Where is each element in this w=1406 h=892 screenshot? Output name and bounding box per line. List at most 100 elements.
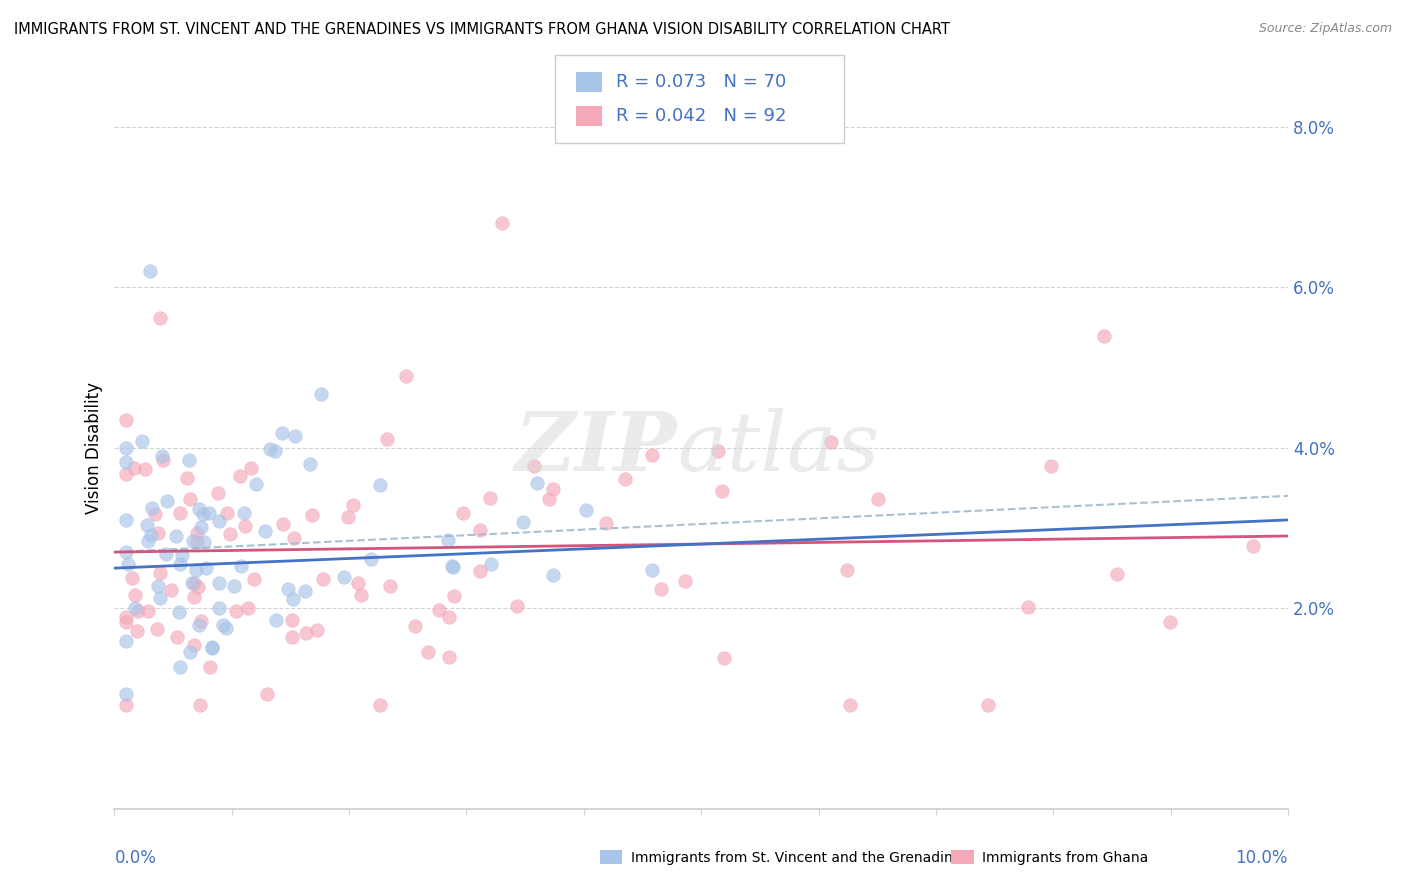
Point <box>307 623 329 637</box>
Point <box>201 640 224 655</box>
Point <box>115 441 138 455</box>
Point <box>294 583 316 598</box>
Point <box>541 482 564 496</box>
Point <box>190 614 212 628</box>
Point <box>169 660 191 674</box>
Point <box>416 644 439 658</box>
Point <box>375 433 398 447</box>
Point <box>368 478 391 492</box>
Point <box>295 626 318 640</box>
Point <box>167 605 190 619</box>
Point <box>115 545 138 559</box>
Point <box>512 516 534 530</box>
Point <box>537 491 560 506</box>
Point <box>122 461 145 475</box>
Point <box>187 580 209 594</box>
Point <box>169 506 191 520</box>
Point <box>312 572 335 586</box>
Point <box>136 533 159 548</box>
Point <box>271 516 294 531</box>
Point <box>280 630 302 644</box>
Point <box>193 507 215 521</box>
Point <box>283 531 305 545</box>
Point <box>198 660 221 674</box>
Point <box>350 588 373 602</box>
Point <box>284 428 307 442</box>
Point <box>271 425 294 440</box>
Point <box>820 435 842 450</box>
Point <box>201 640 224 654</box>
Text: R = 0.042   N = 92: R = 0.042 N = 92 <box>616 107 786 125</box>
Point <box>184 563 207 577</box>
Point <box>309 387 332 401</box>
Point <box>115 413 138 427</box>
Point <box>127 603 149 617</box>
Point <box>188 502 211 516</box>
Point <box>136 604 159 618</box>
Point <box>141 527 163 541</box>
Point <box>280 613 302 627</box>
Point <box>336 509 359 524</box>
Point <box>243 572 266 586</box>
Text: 10.0%: 10.0% <box>1236 849 1288 867</box>
Point <box>575 503 598 517</box>
Point <box>179 453 201 467</box>
Point <box>207 514 229 528</box>
Point <box>188 617 211 632</box>
Point <box>437 650 460 665</box>
Point <box>117 557 139 571</box>
Point <box>451 506 474 520</box>
Point <box>437 610 460 624</box>
Point <box>138 264 160 278</box>
Point <box>193 534 215 549</box>
Text: 0.0%: 0.0% <box>114 849 156 867</box>
Point <box>523 459 546 474</box>
Point <box>115 455 138 469</box>
Point <box>183 590 205 604</box>
Point <box>263 444 285 458</box>
Point <box>427 602 450 616</box>
Point <box>179 491 201 506</box>
Point <box>115 615 138 630</box>
Point <box>186 534 208 549</box>
Point <box>208 601 231 615</box>
Point <box>277 582 299 597</box>
Point <box>443 589 465 603</box>
Point <box>254 524 277 539</box>
Point <box>595 516 617 531</box>
Point <box>229 559 252 574</box>
Point <box>837 563 859 577</box>
Point <box>404 619 426 633</box>
Point <box>149 591 172 606</box>
Point <box>1107 567 1129 582</box>
Point <box>218 527 240 541</box>
Point <box>181 534 204 549</box>
Point <box>360 552 382 566</box>
Point <box>190 520 212 534</box>
Point <box>707 443 730 458</box>
Point <box>613 472 636 486</box>
Point <box>124 600 146 615</box>
Point <box>233 519 256 533</box>
Point <box>180 576 202 591</box>
Point <box>347 576 370 591</box>
Point <box>212 618 235 632</box>
Point <box>478 491 501 505</box>
Point <box>1017 599 1039 614</box>
Point <box>134 462 156 476</box>
Point <box>170 549 193 563</box>
Point <box>183 576 205 591</box>
Point <box>149 310 172 325</box>
Point <box>468 523 491 537</box>
Point <box>1159 615 1181 630</box>
Point <box>1241 539 1264 553</box>
Point <box>378 579 401 593</box>
Point <box>301 508 323 523</box>
Point <box>441 559 464 574</box>
Point <box>150 449 173 463</box>
Point <box>115 610 138 624</box>
Point <box>166 630 188 644</box>
Point <box>1040 458 1063 473</box>
Point <box>256 687 278 701</box>
Point <box>228 469 250 483</box>
